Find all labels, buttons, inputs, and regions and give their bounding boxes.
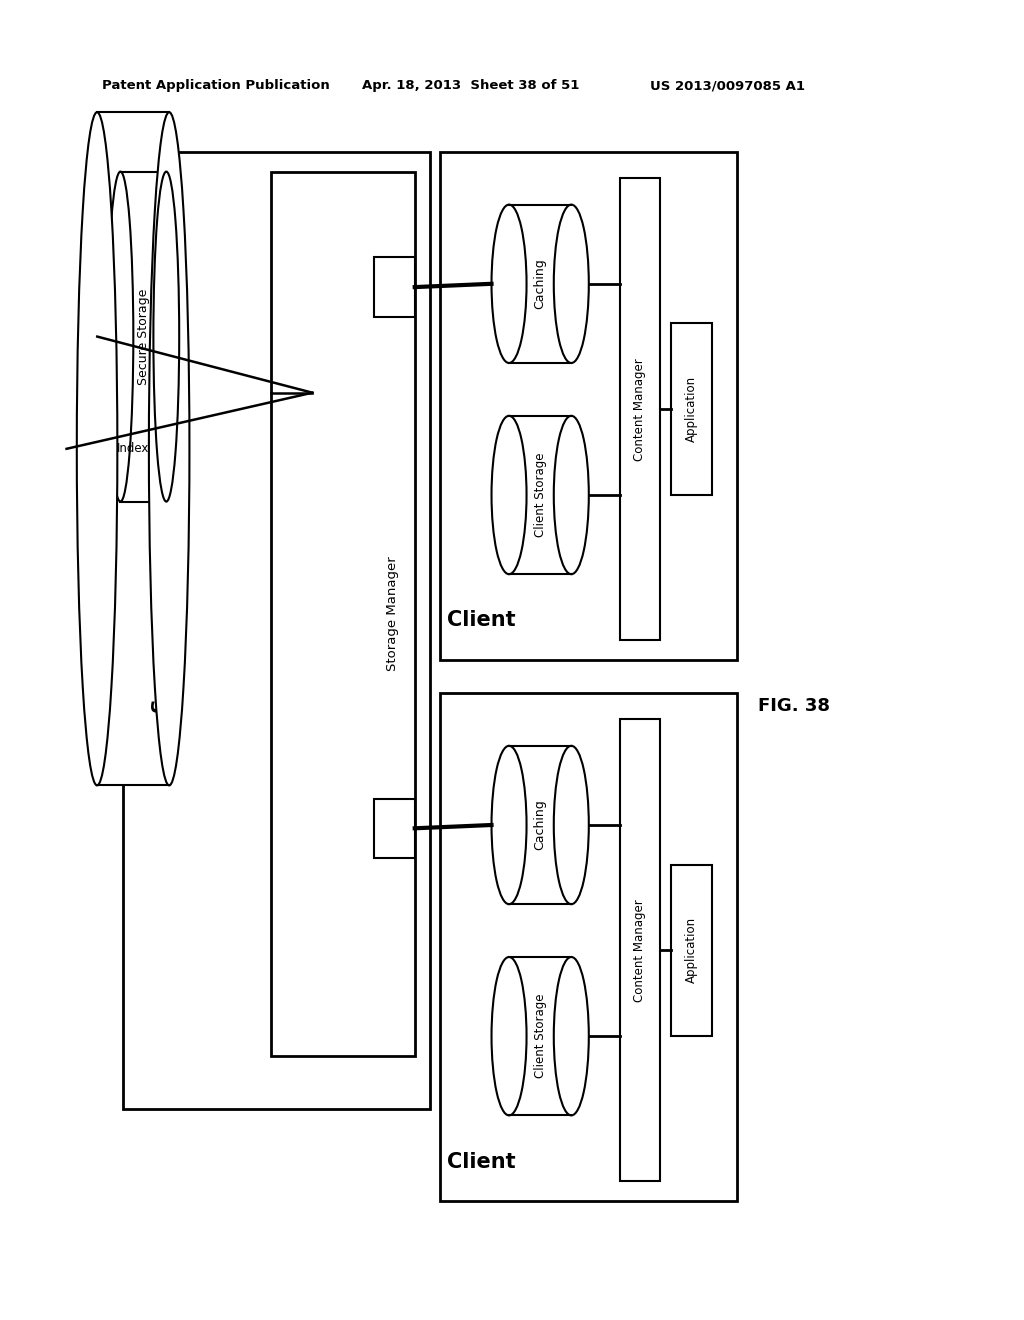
Text: Secure Server: Secure Server: [152, 548, 172, 713]
Ellipse shape: [77, 112, 118, 785]
Text: Apr. 18, 2013  Sheet 38 of 51: Apr. 18, 2013 Sheet 38 of 51: [362, 79, 580, 92]
Text: Caching: Caching: [534, 800, 547, 850]
Polygon shape: [671, 323, 712, 495]
Polygon shape: [509, 957, 571, 1115]
Text: Content Manager: Content Manager: [634, 358, 646, 461]
Text: FIG. 38: FIG. 38: [758, 697, 829, 715]
Polygon shape: [123, 152, 430, 1109]
Ellipse shape: [554, 205, 589, 363]
Polygon shape: [440, 152, 737, 660]
Polygon shape: [509, 746, 571, 904]
Ellipse shape: [492, 746, 526, 904]
Text: Client Storage: Client Storage: [534, 453, 547, 537]
Text: Client: Client: [446, 1151, 516, 1172]
Polygon shape: [121, 172, 166, 502]
Polygon shape: [374, 799, 415, 858]
Polygon shape: [440, 693, 737, 1201]
Polygon shape: [374, 257, 415, 317]
Text: Caching: Caching: [534, 259, 547, 309]
Text: Patent Application Publication: Patent Application Publication: [102, 79, 330, 92]
Ellipse shape: [108, 172, 133, 502]
Text: Application: Application: [685, 376, 697, 442]
Text: Storage Manager: Storage Manager: [386, 557, 398, 671]
Polygon shape: [97, 112, 169, 785]
Ellipse shape: [492, 957, 526, 1115]
Ellipse shape: [554, 746, 589, 904]
Ellipse shape: [554, 957, 589, 1115]
Polygon shape: [620, 178, 660, 640]
Text: Index: Index: [117, 442, 150, 455]
Polygon shape: [509, 205, 571, 363]
Ellipse shape: [148, 112, 189, 785]
Ellipse shape: [554, 416, 589, 574]
Text: Client: Client: [446, 610, 516, 631]
Ellipse shape: [492, 416, 526, 574]
Ellipse shape: [492, 205, 526, 363]
Text: Application: Application: [685, 917, 697, 983]
Ellipse shape: [154, 172, 179, 502]
Text: Content Manager: Content Manager: [634, 899, 646, 1002]
Text: US 2013/0097085 A1: US 2013/0097085 A1: [650, 79, 805, 92]
Text: Client Storage: Client Storage: [534, 994, 547, 1078]
Polygon shape: [509, 416, 571, 574]
Polygon shape: [620, 719, 660, 1181]
Polygon shape: [671, 865, 712, 1036]
Polygon shape: [271, 172, 415, 1056]
Text: Secure Storage: Secure Storage: [137, 288, 150, 385]
